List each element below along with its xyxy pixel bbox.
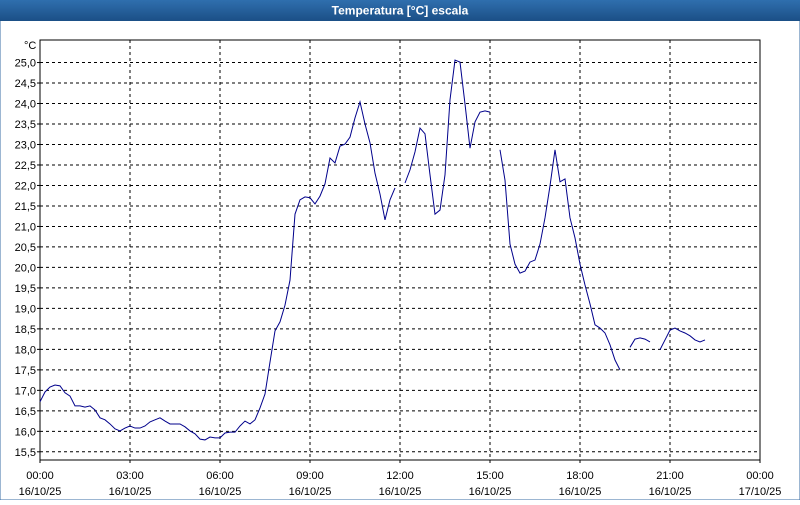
x-tick-date: 16/10/25 (289, 486, 332, 498)
x-tick-date: 16/10/25 (469, 486, 512, 498)
x-tick-date: 16/10/25 (19, 486, 62, 498)
x-tick-label: 12:00 (386, 470, 414, 482)
y-unit: °C (24, 40, 36, 52)
y-tick-label: 24,5 (15, 78, 36, 90)
x-tick-label: 18:00 (566, 470, 594, 482)
x-tick-label: 03:00 (116, 470, 144, 482)
x-tick-label: 00:00 (26, 470, 54, 482)
y-tick-label: 24,0 (15, 99, 36, 111)
x-tick-date: 16/10/25 (199, 486, 242, 498)
y-tick-label: 17,0 (15, 385, 36, 397)
x-tick-label: 06:00 (206, 470, 234, 482)
x-tick-date: 16/10/25 (109, 486, 152, 498)
x-tick-label: 00:00 (746, 470, 774, 482)
plot-border (39, 39, 761, 461)
y-tick-label: 22,5 (15, 160, 36, 172)
y-tick-label: 20,5 (15, 242, 36, 254)
y-tick-label: 15,5 (15, 447, 36, 459)
y-tick-label: 16,5 (15, 406, 36, 418)
x-tick-label: 09:00 (296, 470, 324, 482)
y-tick-label: 19,0 (15, 303, 36, 315)
x-tick-date: 16/10/25 (649, 486, 692, 498)
y-tick-label: 23,0 (15, 139, 36, 151)
x-tick-date: 17/10/25 (739, 486, 782, 498)
y-tick-label: 18,5 (15, 324, 36, 336)
x-tick-date: 16/10/25 (559, 486, 602, 498)
y-tick-label: 21,0 (15, 221, 36, 233)
x-tick-label: 15:00 (476, 470, 504, 482)
y-tick-label: 20,0 (15, 262, 36, 274)
y-tick-label: 19,5 (15, 283, 36, 295)
data-line (39, 59, 706, 441)
y-tick-label: 17,5 (15, 365, 36, 377)
x-tick-date: 16/10/25 (379, 486, 422, 498)
y-tick-label: 23,5 (15, 119, 36, 131)
title-bar (0, 0, 800, 21)
y-tick-label: 21,5 (15, 201, 36, 213)
y-tick-label: 16,0 (15, 426, 36, 438)
y-tick-label: 25,0 (15, 58, 36, 70)
y-tick-label: 18,0 (15, 344, 36, 356)
x-tick-label: 21:00 (656, 470, 684, 482)
y-tick-label: 22,0 (15, 180, 36, 192)
chart-title: Temperatura [°C] escala (332, 4, 469, 18)
